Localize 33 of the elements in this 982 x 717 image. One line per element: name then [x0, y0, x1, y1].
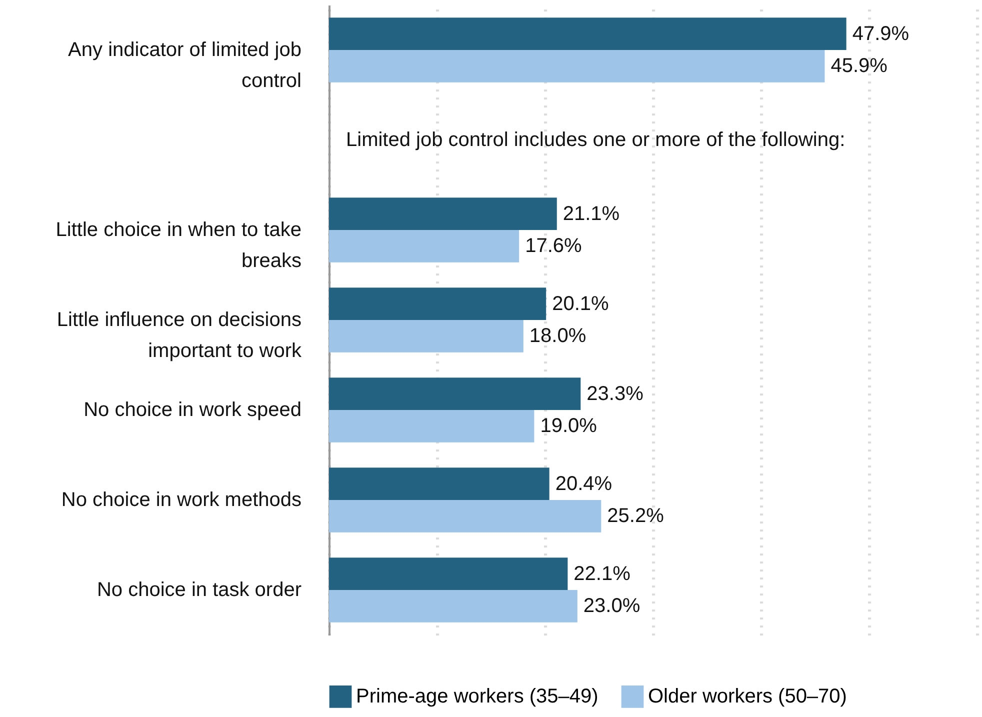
- bar: [329, 198, 557, 230]
- data-label: 23.3%: [586, 382, 644, 405]
- annotation: Limited job control includes one or more of the following:: [346, 129, 846, 151]
- y-tick-label: No choice in task order: [96, 579, 302, 601]
- bar: [329, 288, 546, 320]
- bar: [329, 500, 602, 532]
- legend-label: Older workers (50–70): [648, 686, 847, 708]
- bar: [329, 590, 578, 622]
- data-label: 25.2%: [607, 505, 664, 528]
- y-tick-label: Little influence on decisions important to work: [56, 309, 302, 362]
- bar: [329, 468, 550, 500]
- y-tick-label: Little choice in when to take breaks: [56, 219, 302, 272]
- bar: [329, 558, 568, 590]
- legend-label: Prime-age workers (35–49): [356, 686, 598, 708]
- data-label: 23.0%: [583, 595, 640, 618]
- bar: [329, 320, 524, 352]
- y-tick-label: Any indicator of limited job control: [68, 39, 302, 92]
- data-label: 19.0%: [540, 415, 598, 438]
- bar: [329, 378, 581, 410]
- y-tick-label: No choice in work methods: [61, 489, 302, 511]
- bar: [329, 50, 825, 82]
- data-label: 22.1%: [574, 562, 631, 585]
- data-label: 47.9%: [852, 22, 910, 45]
- data-label: 45.9%: [830, 55, 888, 78]
- bar: [329, 410, 534, 442]
- data-label: 20.1%: [552, 292, 610, 315]
- y-tick-label: No choice in work speed: [84, 399, 302, 421]
- bar: [329, 230, 520, 262]
- data-label: 17.6%: [525, 235, 582, 258]
- data-label: 18.0%: [529, 325, 586, 348]
- data-label: 21.1%: [562, 202, 620, 225]
- data-label: 20.4%: [555, 472, 612, 495]
- bar: [329, 18, 846, 50]
